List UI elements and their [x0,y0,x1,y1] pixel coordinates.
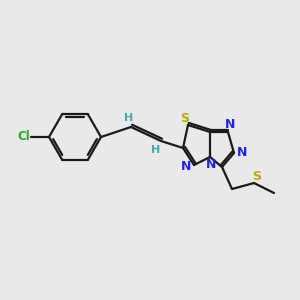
Text: N: N [225,118,235,130]
Text: Cl: Cl [18,130,30,143]
Text: N: N [181,160,191,172]
Text: S: S [181,112,190,125]
Text: N: N [206,158,216,172]
Text: H: H [152,145,160,155]
Text: H: H [124,113,134,123]
Text: N: N [237,146,247,160]
Text: S: S [253,169,262,182]
